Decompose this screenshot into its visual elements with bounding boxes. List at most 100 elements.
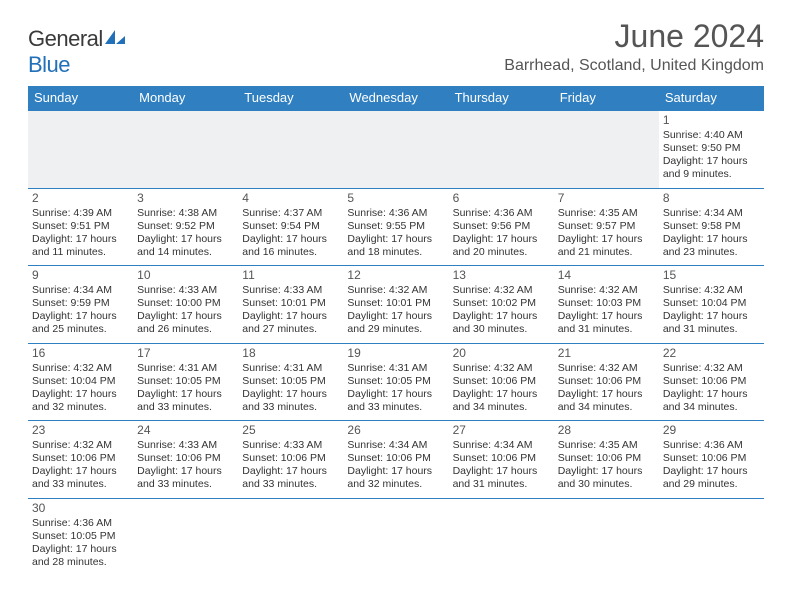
title-block: June 2024 Barrhead, Scotland, United Kin…: [504, 18, 764, 75]
daylight-text: Daylight: 17 hours: [137, 465, 234, 478]
calendar-day-cell: 24Sunrise: 4:33 AMSunset: 10:06 PMDaylig…: [133, 421, 238, 499]
daylight-text: Daylight: 17 hours: [32, 543, 129, 556]
sunset-text: Sunset: 9:59 PM: [32, 297, 129, 310]
calendar-day-cell: 22Sunrise: 4:32 AMSunset: 10:06 PMDaylig…: [659, 343, 764, 421]
daylight-text: and 11 minutes.: [32, 246, 129, 259]
daylight-text: and 28 minutes.: [32, 556, 129, 569]
daylight-text: and 31 minutes.: [663, 323, 760, 336]
sunset-text: Sunset: 10:00 PM: [137, 297, 234, 310]
sunrise-text: Sunrise: 4:32 AM: [453, 362, 550, 375]
sunrise-text: Sunrise: 4:36 AM: [347, 207, 444, 220]
day-number: 16: [32, 346, 129, 361]
daylight-text: Daylight: 17 hours: [453, 465, 550, 478]
sunset-text: Sunset: 10:06 PM: [663, 452, 760, 465]
daylight-text: Daylight: 17 hours: [453, 233, 550, 246]
weekday-header-row: SundayMondayTuesdayWednesdayThursdayFrid…: [28, 86, 764, 110]
daylight-text: Daylight: 17 hours: [663, 310, 760, 323]
calendar-body: 1Sunrise: 4:40 AMSunset: 9:50 PMDaylight…: [28, 110, 764, 575]
day-number: 29: [663, 423, 760, 438]
daylight-text: Daylight: 17 hours: [663, 465, 760, 478]
calendar-day-cell: 13Sunrise: 4:32 AMSunset: 10:02 PMDaylig…: [449, 266, 554, 344]
calendar-week-row: 23Sunrise: 4:32 AMSunset: 10:06 PMDaylig…: [28, 421, 764, 499]
sunset-text: Sunset: 10:06 PM: [453, 375, 550, 388]
sunset-text: Sunset: 10:06 PM: [32, 452, 129, 465]
day-number: 22: [663, 346, 760, 361]
sunrise-text: Sunrise: 4:38 AM: [137, 207, 234, 220]
day-number: 4: [242, 191, 339, 206]
sunrise-text: Sunrise: 4:37 AM: [242, 207, 339, 220]
calendar-day-cell: 10Sunrise: 4:33 AMSunset: 10:00 PMDaylig…: [133, 266, 238, 344]
daylight-text: Daylight: 17 hours: [32, 233, 129, 246]
calendar-day-cell: 12Sunrise: 4:32 AMSunset: 10:01 PMDaylig…: [343, 266, 448, 344]
sunrise-text: Sunrise: 4:32 AM: [347, 284, 444, 297]
day-number: 3: [137, 191, 234, 206]
brand-name-b: Blue: [28, 52, 70, 77]
sunset-text: Sunset: 9:50 PM: [663, 142, 760, 155]
calendar-empty-cell: [238, 498, 343, 575]
weekday-header: Thursday: [449, 86, 554, 110]
calendar-day-cell: 3Sunrise: 4:38 AMSunset: 9:52 PMDaylight…: [133, 188, 238, 266]
sunrise-text: Sunrise: 4:36 AM: [32, 517, 129, 530]
daylight-text: and 32 minutes.: [347, 478, 444, 491]
daylight-text: Daylight: 17 hours: [347, 233, 444, 246]
day-number: 11: [242, 268, 339, 283]
daylight-text: and 14 minutes.: [137, 246, 234, 259]
daylight-text: and 33 minutes.: [137, 478, 234, 491]
calendar-day-cell: 11Sunrise: 4:33 AMSunset: 10:01 PMDaylig…: [238, 266, 343, 344]
sunrise-text: Sunrise: 4:32 AM: [32, 362, 129, 375]
sunset-text: Sunset: 10:04 PM: [32, 375, 129, 388]
day-number: 26: [347, 423, 444, 438]
sunrise-text: Sunrise: 4:31 AM: [347, 362, 444, 375]
daylight-text: and 30 minutes.: [558, 478, 655, 491]
daylight-text: and 16 minutes.: [242, 246, 339, 259]
sunrise-text: Sunrise: 4:35 AM: [558, 439, 655, 452]
calendar-empty-cell: [449, 110, 554, 188]
daylight-text: Daylight: 17 hours: [453, 310, 550, 323]
calendar-week-row: 2Sunrise: 4:39 AMSunset: 9:51 PMDaylight…: [28, 188, 764, 266]
brand-name-a: General: [28, 26, 103, 51]
sunrise-text: Sunrise: 4:33 AM: [242, 439, 339, 452]
calendar-day-cell: 8Sunrise: 4:34 AMSunset: 9:58 PMDaylight…: [659, 188, 764, 266]
day-number: 7: [558, 191, 655, 206]
day-number: 13: [453, 268, 550, 283]
daylight-text: and 34 minutes.: [558, 401, 655, 414]
calendar-day-cell: 6Sunrise: 4:36 AMSunset: 9:56 PMDaylight…: [449, 188, 554, 266]
sunrise-text: Sunrise: 4:34 AM: [32, 284, 129, 297]
calendar-week-row: 16Sunrise: 4:32 AMSunset: 10:04 PMDaylig…: [28, 343, 764, 421]
header: GeneralBlue June 2024 Barrhead, Scotland…: [28, 18, 764, 78]
sunset-text: Sunset: 9:55 PM: [347, 220, 444, 233]
calendar-empty-cell: [449, 498, 554, 575]
daylight-text: and 33 minutes.: [242, 478, 339, 491]
sail-icon: [103, 28, 127, 46]
daylight-text: Daylight: 17 hours: [558, 310, 655, 323]
sunset-text: Sunset: 9:57 PM: [558, 220, 655, 233]
sunrise-text: Sunrise: 4:35 AM: [558, 207, 655, 220]
day-number: 21: [558, 346, 655, 361]
calendar-day-cell: 30Sunrise: 4:36 AMSunset: 10:05 PMDaylig…: [28, 498, 133, 575]
calendar-empty-cell: [28, 110, 133, 188]
daylight-text: and 23 minutes.: [663, 246, 760, 259]
daylight-text: Daylight: 17 hours: [137, 310, 234, 323]
day-number: 23: [32, 423, 129, 438]
daylight-text: and 33 minutes.: [347, 401, 444, 414]
sunrise-text: Sunrise: 4:34 AM: [347, 439, 444, 452]
sunset-text: Sunset: 10:06 PM: [242, 452, 339, 465]
sunset-text: Sunset: 9:54 PM: [242, 220, 339, 233]
calendar-day-cell: 9Sunrise: 4:34 AMSunset: 9:59 PMDaylight…: [28, 266, 133, 344]
sunrise-text: Sunrise: 4:31 AM: [137, 362, 234, 375]
sunrise-text: Sunrise: 4:33 AM: [137, 284, 234, 297]
calendar-week-row: 1Sunrise: 4:40 AMSunset: 9:50 PMDaylight…: [28, 110, 764, 188]
sunrise-text: Sunrise: 4:32 AM: [663, 362, 760, 375]
sunset-text: Sunset: 9:52 PM: [137, 220, 234, 233]
sunset-text: Sunset: 10:05 PM: [347, 375, 444, 388]
month-title: June 2024: [504, 18, 764, 55]
sunrise-text: Sunrise: 4:31 AM: [242, 362, 339, 375]
daylight-text: and 33 minutes.: [242, 401, 339, 414]
day-number: 19: [347, 346, 444, 361]
day-number: 27: [453, 423, 550, 438]
weekday-header: Wednesday: [343, 86, 448, 110]
sunrise-text: Sunrise: 4:36 AM: [663, 439, 760, 452]
sunset-text: Sunset: 10:06 PM: [558, 375, 655, 388]
day-number: 12: [347, 268, 444, 283]
calendar-week-row: 30Sunrise: 4:36 AMSunset: 10:05 PMDaylig…: [28, 498, 764, 575]
